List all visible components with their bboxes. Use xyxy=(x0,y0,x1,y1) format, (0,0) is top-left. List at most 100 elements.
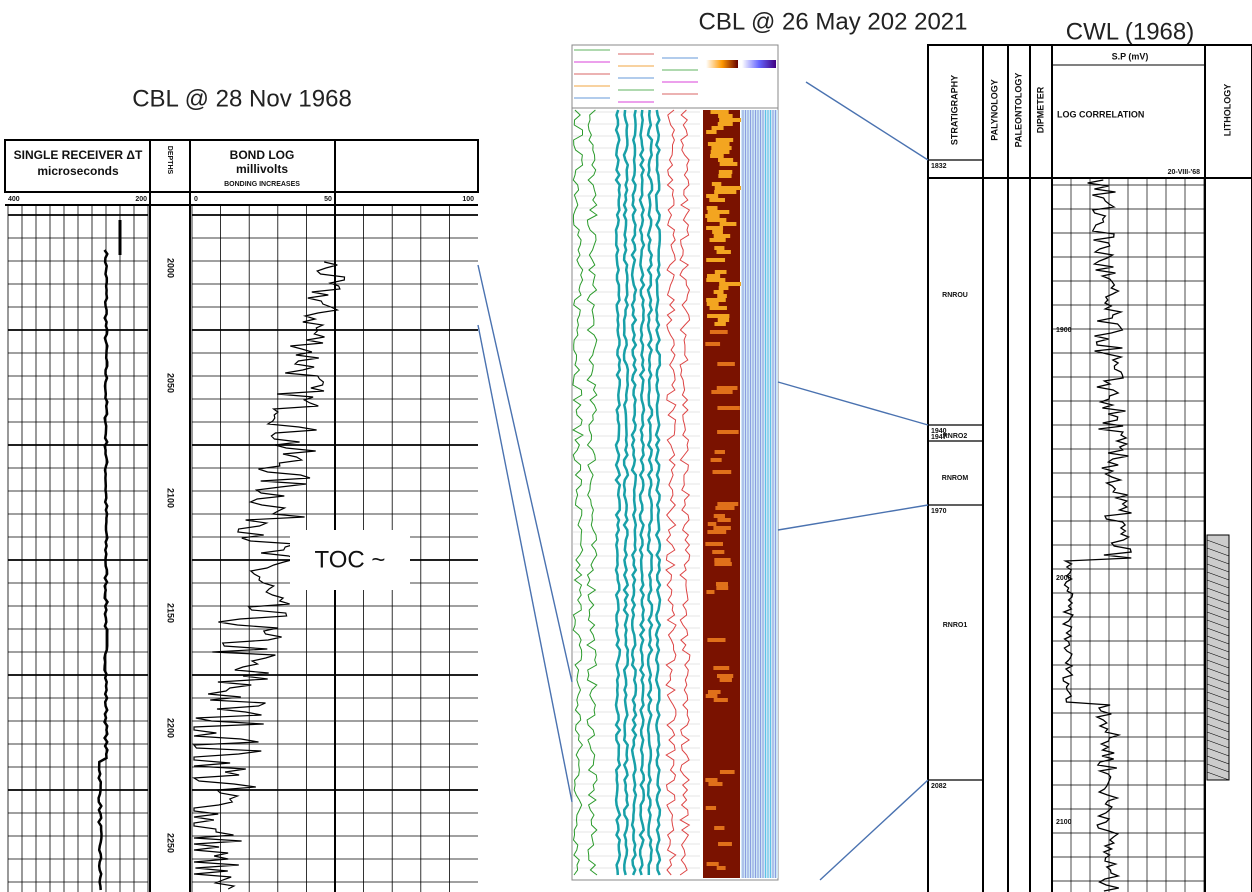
header-title: SINGLE RECEIVER ΔT xyxy=(14,148,143,162)
amplitude-patch xyxy=(705,778,717,782)
formation: RNRO1 xyxy=(943,622,968,629)
column-title: STRATIGRAPHY xyxy=(949,75,959,145)
amplitude-patch xyxy=(709,238,725,242)
amplitude-patch xyxy=(706,694,718,698)
amplitude-patch xyxy=(708,782,722,786)
cbl-2021 xyxy=(572,45,778,880)
scale-label: 0 xyxy=(194,196,198,203)
column-title: PALEONTOLOGY xyxy=(1013,73,1023,148)
amplitude-patch xyxy=(707,302,719,306)
amplitude-patch xyxy=(706,130,716,134)
amplitude-patch xyxy=(706,590,714,594)
amplitude-patch xyxy=(706,806,716,810)
amplitude-patch xyxy=(719,282,744,286)
amplitude-patch xyxy=(707,638,725,642)
scale-label: 400 xyxy=(8,196,20,203)
amplitude-patch xyxy=(705,542,723,546)
amplitude-patch xyxy=(718,122,733,126)
amplitude-patch xyxy=(717,406,739,410)
depth-label: 2250 xyxy=(166,833,176,853)
page: {"titles":{"left":"CBL @ 28 Nov 1968","m… xyxy=(0,0,1252,892)
depth-header: DEPTHS xyxy=(166,146,173,175)
amplitude-patch xyxy=(705,342,720,346)
amplitude-patch xyxy=(707,530,726,534)
connector xyxy=(778,382,928,425)
color-scale xyxy=(706,60,738,68)
amplitude-patch xyxy=(717,386,738,390)
amplitude-patch xyxy=(708,142,730,146)
amplitude-patch xyxy=(706,226,723,230)
column-title: PALYNOLOGY xyxy=(989,79,999,141)
header-unit: microseconds xyxy=(37,164,119,178)
lithology-fill xyxy=(1207,535,1229,780)
header-note: BONDING INCREASES xyxy=(224,181,300,188)
connector xyxy=(820,780,928,880)
depth-label: 2200 xyxy=(166,718,176,738)
cwl-1968: STRATIGRAPHY PALYNOLOGY PALEONTOLOGY DIPMET… xyxy=(928,45,1252,892)
amplitude-patch xyxy=(714,322,725,326)
vdl-track xyxy=(741,110,778,878)
amplitude-patch xyxy=(705,214,719,218)
depth-label: 2050 xyxy=(166,373,176,393)
amplitude-patch xyxy=(717,294,727,298)
amplitude-patch xyxy=(712,182,721,186)
amplitude-patch xyxy=(713,526,730,530)
amplitude-patch xyxy=(712,550,724,554)
scale-label: 200 xyxy=(135,196,147,203)
amplitude-patch xyxy=(720,770,735,774)
amplitude-patch xyxy=(715,450,725,454)
amplitude-patch xyxy=(720,222,737,226)
amplitude-patch xyxy=(714,562,731,566)
amplitude-patch xyxy=(713,666,729,670)
cbl-1968: SINGLE RECEIVER ΔTmicrosecondsBOND LOGmi… xyxy=(5,140,478,892)
amplitude-patch xyxy=(707,314,729,318)
amplitude-patch xyxy=(715,506,734,510)
amplitude-patch xyxy=(720,678,732,682)
top-depth: 2082 xyxy=(931,783,947,790)
amplitude-patch xyxy=(706,194,718,198)
amplitude-patch xyxy=(715,270,727,274)
amplitude-patch xyxy=(706,278,725,282)
amplitude-patch xyxy=(718,318,729,322)
log-date: 20-VIII-'68 xyxy=(1168,169,1201,176)
amplitude-patch xyxy=(714,234,730,238)
amplitude-patch xyxy=(716,586,728,590)
color-scale xyxy=(742,60,776,68)
connector xyxy=(478,265,572,682)
amplitude-patch xyxy=(707,274,720,278)
amplitude-patch xyxy=(717,502,738,506)
formation: RNROM xyxy=(942,475,969,482)
column-title: LITHOLOGY xyxy=(1222,84,1232,137)
amplitude-patch xyxy=(711,146,731,150)
top-depth: 1970 xyxy=(931,508,947,515)
amplitude-patch xyxy=(717,430,739,434)
amplitude-patch xyxy=(714,190,736,194)
depth-label: 2100 xyxy=(166,488,176,508)
amplitude-patch xyxy=(718,842,732,846)
amplitude-patch xyxy=(718,174,731,178)
amplitude-patch xyxy=(717,362,735,366)
formation: RNRO2 xyxy=(943,433,968,440)
amplitude-patch xyxy=(718,158,733,162)
amplitude-patch xyxy=(707,862,719,866)
scale-label: 100 xyxy=(462,196,474,203)
column-title: DIPMETER xyxy=(1035,86,1045,133)
amplitude-patch xyxy=(717,518,730,522)
amplitude-patch xyxy=(709,198,725,202)
amplitude-patch xyxy=(711,150,730,154)
amplitude-patch xyxy=(711,390,732,394)
left-title: CBL @ 28 Nov 1968 xyxy=(132,85,352,112)
amplitude-patch xyxy=(719,170,732,174)
curve-header: S.P (mV) xyxy=(1112,51,1149,61)
amplitude-patch xyxy=(708,690,721,694)
amplitude-patch xyxy=(720,162,738,166)
figure: CBL @ 28 Nov 1968 CBL @ 26 May 202 2021 … xyxy=(0,0,1252,892)
amplitude-patch xyxy=(717,250,731,254)
amplitude-patch xyxy=(716,138,733,142)
header-title: BOND LOG xyxy=(230,148,295,162)
amplitude-patch xyxy=(706,298,726,302)
amplitude-patch xyxy=(714,558,730,562)
connector xyxy=(478,325,572,802)
amplitude-patch xyxy=(717,674,733,678)
formation: RNROU xyxy=(942,292,968,299)
